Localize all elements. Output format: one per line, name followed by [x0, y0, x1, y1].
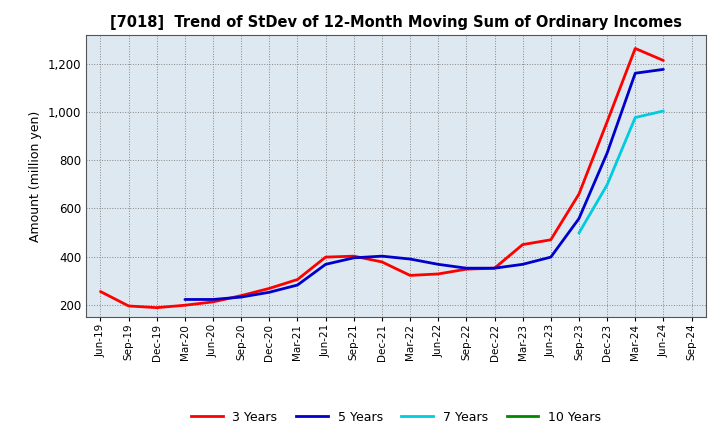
Y-axis label: Amount (million yen): Amount (million yen) [30, 110, 42, 242]
Title: [7018]  Trend of StDev of 12-Month Moving Sum of Ordinary Incomes: [7018] Trend of StDev of 12-Month Moving… [110, 15, 682, 30]
Legend: 3 Years, 5 Years, 7 Years, 10 Years: 3 Years, 5 Years, 7 Years, 10 Years [186, 406, 606, 429]
